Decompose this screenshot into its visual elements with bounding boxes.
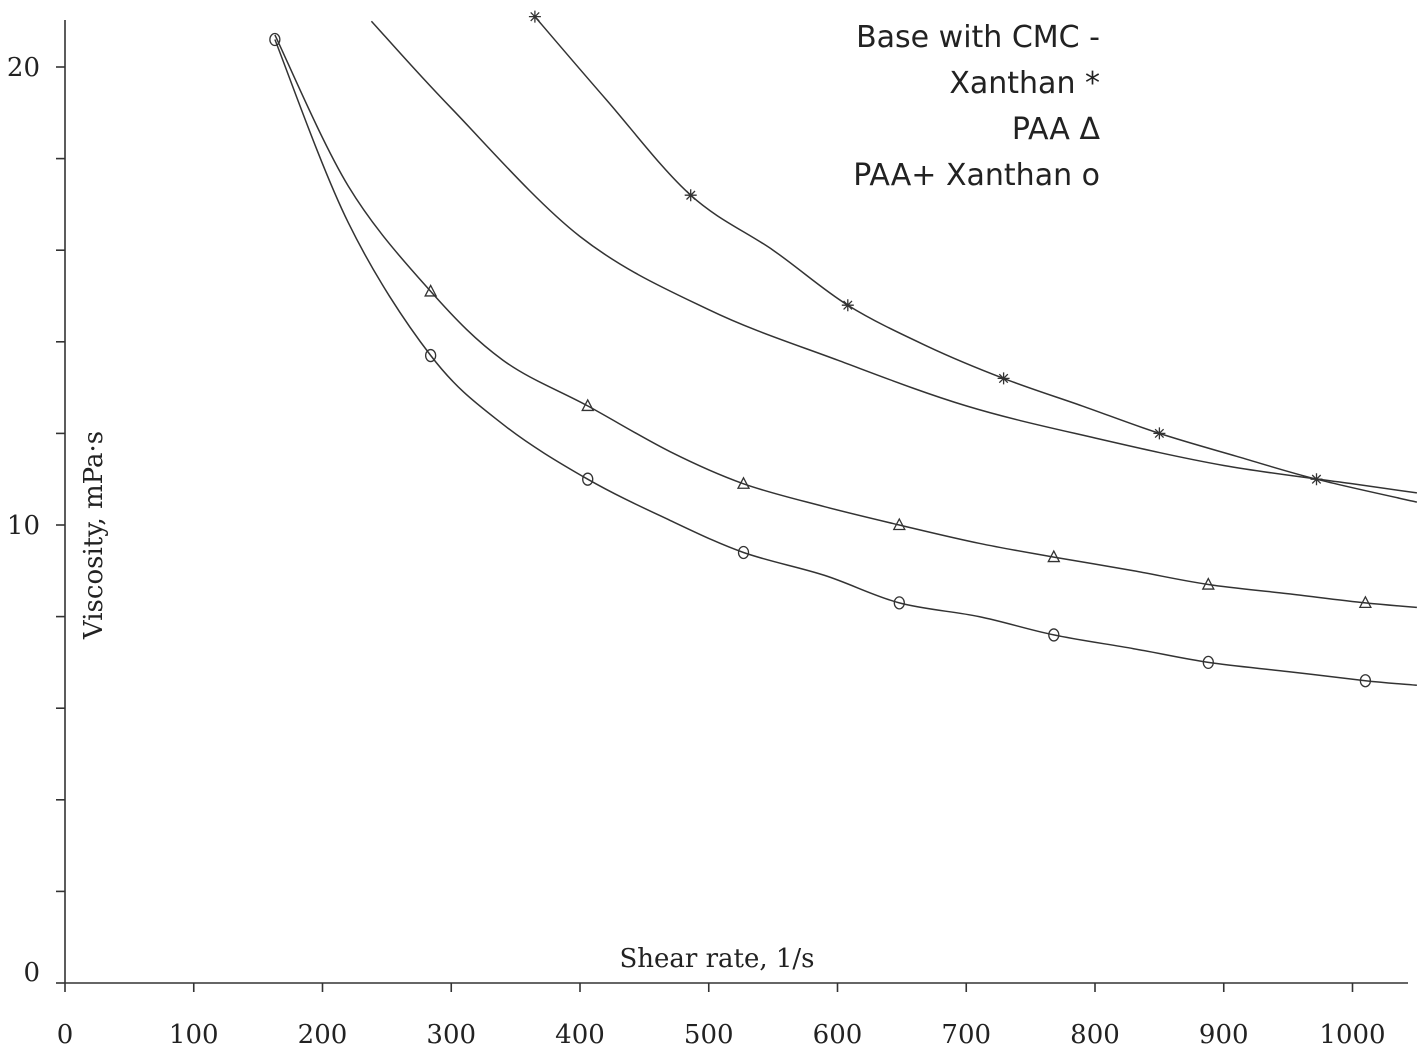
legend-entry: PAA+ Xanthan o bbox=[853, 158, 1100, 193]
x-tick-label: 600 bbox=[813, 1020, 863, 1050]
x-tick-label: 400 bbox=[555, 1020, 605, 1050]
y-tick-label: 20 bbox=[7, 53, 40, 83]
series-line-paa bbox=[274, 34, 1417, 609]
triangle-marker bbox=[736, 476, 751, 489]
series-line-paa-xanthan bbox=[274, 39, 1417, 687]
star-marker bbox=[528, 10, 541, 23]
series-line-xanthan bbox=[534, 16, 1418, 503]
x-tick-label: 0 bbox=[57, 1020, 74, 1050]
legend-entry: Xanthan * bbox=[949, 66, 1100, 101]
x-tick-label: 700 bbox=[941, 1020, 991, 1050]
triangle-marker bbox=[1201, 577, 1215, 590]
circle-marker bbox=[582, 472, 594, 486]
y-tick-label: 10 bbox=[7, 511, 40, 541]
series-line-base-with-cmc bbox=[370, 20, 1418, 494]
series-layer bbox=[269, 10, 1418, 688]
y-axis-title: Viscosity, mPa·s bbox=[79, 431, 109, 640]
legend-entry: PAA Δ bbox=[1012, 112, 1101, 147]
circle-marker bbox=[737, 545, 750, 560]
legend: Base with CMC - Xanthan * PAA Δ PAA+ Xantha… bbox=[853, 20, 1100, 193]
series-base-with-cmc bbox=[370, 20, 1418, 494]
x-tick-label: 900 bbox=[1199, 1020, 1249, 1050]
circle-marker bbox=[893, 596, 905, 610]
x-tick-label: 100 bbox=[169, 1020, 219, 1050]
x-axis-title: Shear rate, 1/s bbox=[619, 944, 814, 974]
triangle-marker bbox=[581, 398, 595, 412]
series-xanthan bbox=[528, 10, 1418, 503]
triangle-marker bbox=[424, 284, 438, 297]
triangle-marker bbox=[892, 517, 906, 531]
x-tick-label: 500 bbox=[684, 1020, 734, 1050]
x-tick-label: 200 bbox=[298, 1020, 348, 1050]
triangle-marker bbox=[1047, 549, 1061, 563]
triangle-marker bbox=[1358, 595, 1372, 609]
y-tick-label: 0 bbox=[23, 958, 40, 988]
star-marker bbox=[1153, 427, 1166, 440]
star-marker bbox=[997, 372, 1010, 385]
star-marker bbox=[1310, 473, 1323, 486]
axes: 0 100 200 300 400 500 600 700 800 900 1000 0 10 20 She… bbox=[7, 20, 1408, 1050]
circle-marker bbox=[1048, 628, 1060, 642]
star-marker bbox=[841, 299, 854, 312]
x-tick-label: 300 bbox=[426, 1020, 476, 1050]
circle-marker bbox=[1202, 655, 1214, 670]
legend-entry: Base with CMC - bbox=[856, 20, 1100, 55]
circle-marker bbox=[269, 32, 281, 47]
star-marker bbox=[684, 189, 697, 202]
x-tick-label: 1000 bbox=[1319, 1020, 1385, 1050]
circle-marker bbox=[424, 348, 437, 363]
x-tick-label: 800 bbox=[1070, 1020, 1120, 1050]
series-paa bbox=[274, 34, 1417, 609]
series-paa-xanthan bbox=[269, 32, 1417, 688]
circle-marker bbox=[1359, 674, 1372, 688]
